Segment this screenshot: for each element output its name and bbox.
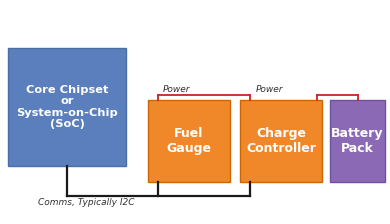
Text: Battery
Pack: Battery Pack (331, 127, 384, 155)
Text: Power: Power (256, 85, 284, 94)
Text: Power: Power (163, 85, 190, 94)
Text: Core Chipset
or
System-on-Chip
(SoC): Core Chipset or System-on-Chip (SoC) (16, 85, 118, 129)
FancyBboxPatch shape (330, 100, 385, 182)
Text: Charge
Controller: Charge Controller (246, 127, 316, 155)
Text: Fuel
Gauge: Fuel Gauge (167, 127, 211, 155)
FancyBboxPatch shape (148, 100, 230, 182)
FancyBboxPatch shape (240, 100, 322, 182)
Text: Comms, Typically I2C: Comms, Typically I2C (38, 198, 135, 207)
FancyBboxPatch shape (8, 48, 126, 166)
